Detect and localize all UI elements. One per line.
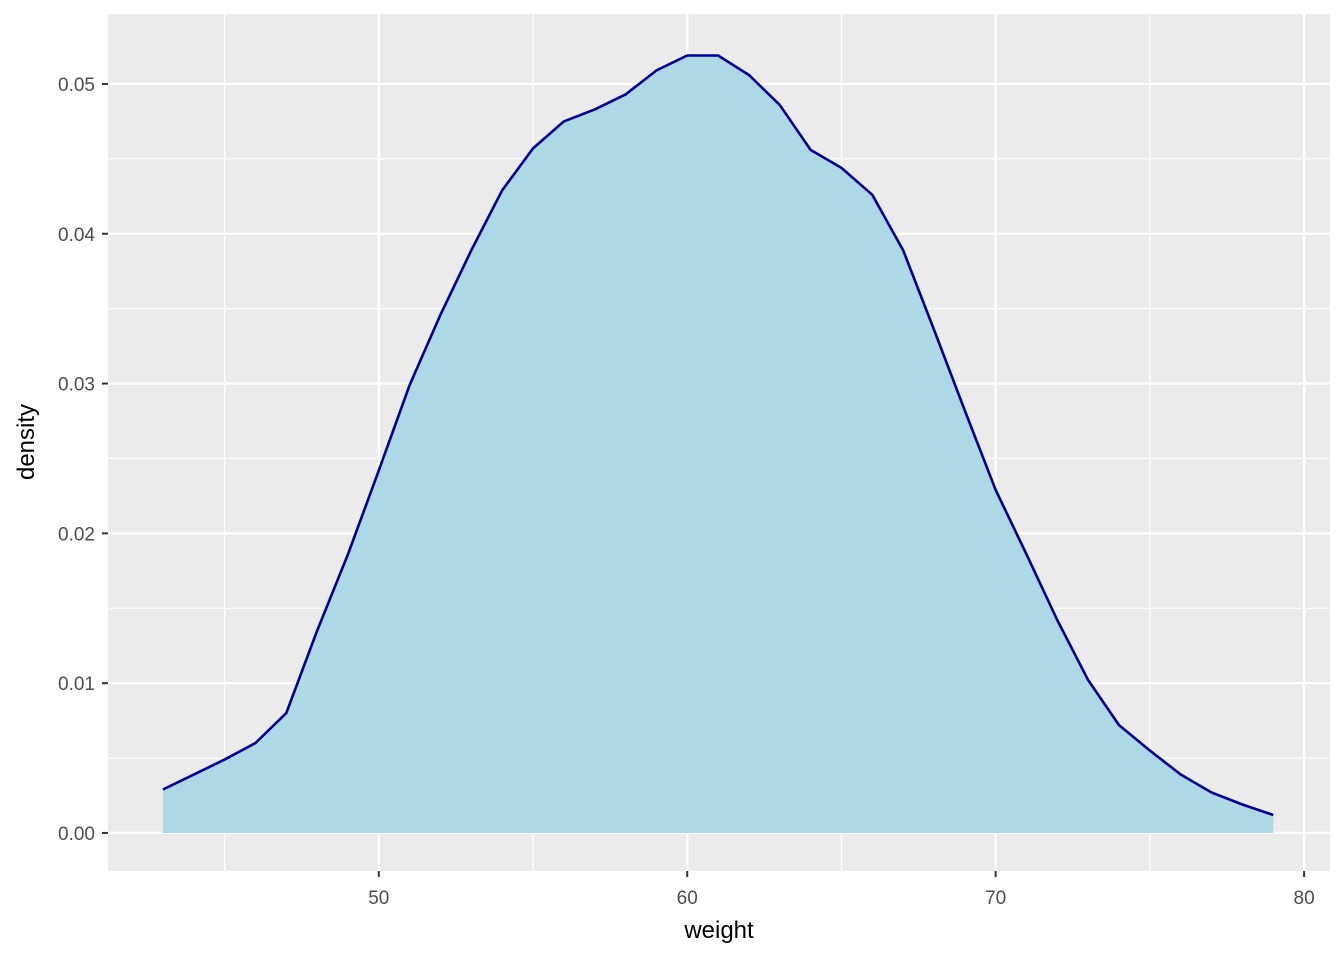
y-tick-label: 0.03	[58, 375, 95, 396]
y-tick-label: 0.05	[58, 75, 95, 96]
y-axis-title: density	[13, 404, 40, 480]
x-tick-label: 70	[985, 888, 1006, 909]
density-area	[162, 55, 1274, 833]
x-axis-title: weight	[683, 917, 754, 944]
y-tick-label: 0.00	[58, 824, 95, 845]
y-tick-label: 0.01	[58, 674, 95, 695]
x-tick-label: 80	[1294, 888, 1315, 909]
axes: 50 60 70 80 0.00 0.01 0.02 0.03 0.04 0.05	[58, 75, 1315, 909]
y-tick-label: 0.04	[58, 225, 95, 246]
x-tick-label: 50	[368, 888, 389, 909]
x-tick-label: 60	[677, 888, 698, 909]
density-line	[162, 54, 1274, 817]
y-tick-label: 0.02	[58, 524, 95, 545]
marks	[162, 54, 1274, 833]
